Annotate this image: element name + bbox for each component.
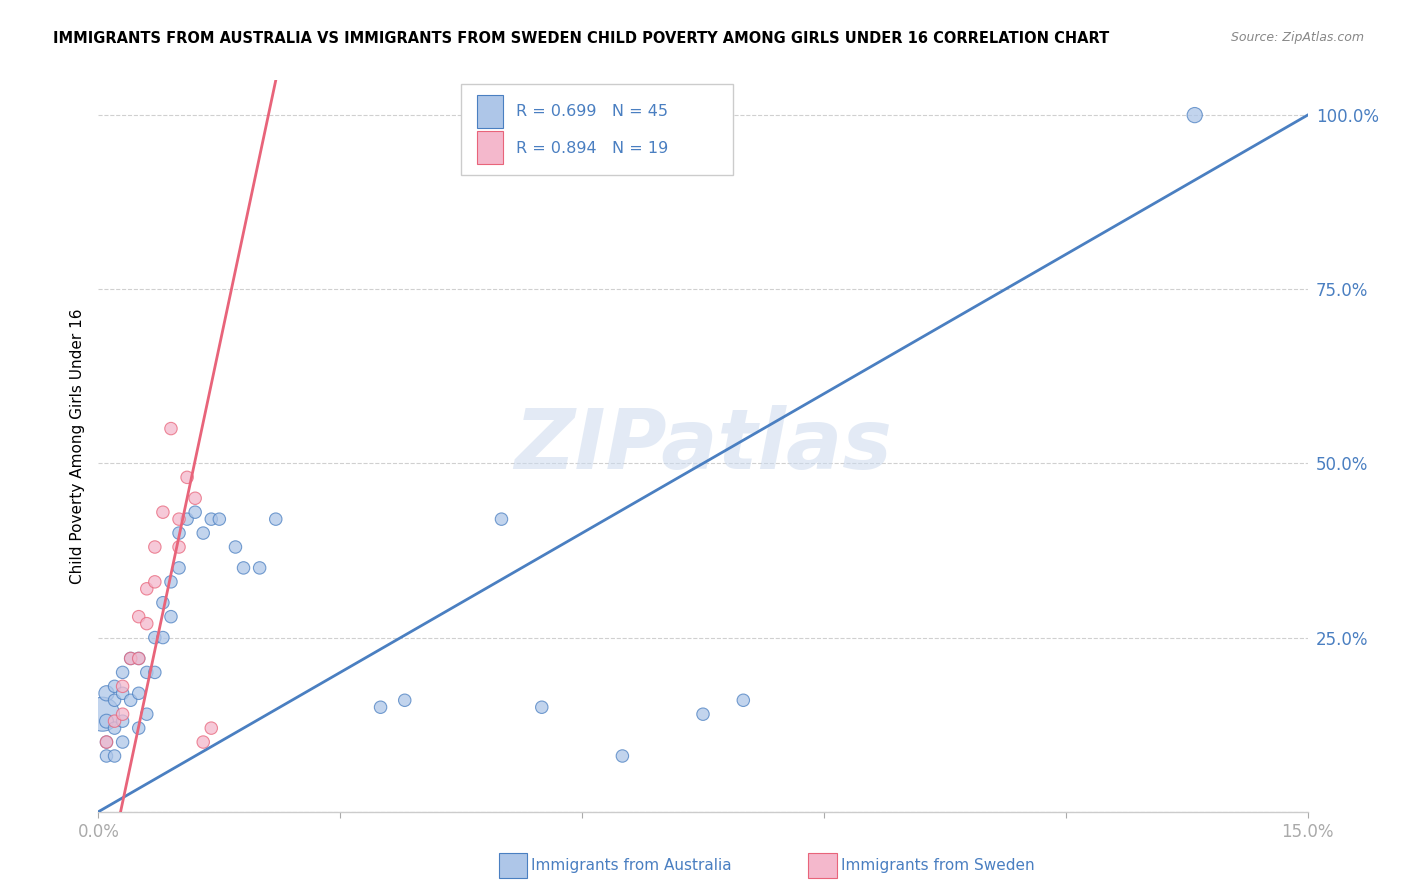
Point <box>160 574 183 589</box>
Point <box>135 707 157 722</box>
Point <box>143 540 166 554</box>
Point <box>91 707 114 722</box>
Point <box>135 616 157 631</box>
Point <box>120 693 142 707</box>
Point <box>530 700 553 714</box>
Point <box>232 561 254 575</box>
Point <box>96 749 118 764</box>
Text: R = 0.699   N = 45: R = 0.699 N = 45 <box>516 104 668 120</box>
Point <box>184 505 207 519</box>
Point <box>193 526 215 541</box>
Point <box>176 512 198 526</box>
Point <box>120 651 142 665</box>
Point <box>193 735 215 749</box>
Point <box>167 540 190 554</box>
Point <box>733 693 755 707</box>
Text: R = 0.894   N = 19: R = 0.894 N = 19 <box>516 141 668 156</box>
Point <box>135 582 157 596</box>
Bar <box>477 131 503 164</box>
Point <box>96 686 118 700</box>
Text: Immigrants from Sweden: Immigrants from Sweden <box>841 858 1035 872</box>
Text: IMMIGRANTS FROM AUSTRALIA VS IMMIGRANTS FROM SWEDEN CHILD POVERTY AMONG GIRLS UN: IMMIGRANTS FROM AUSTRALIA VS IMMIGRANTS … <box>53 31 1109 46</box>
Point <box>176 470 198 484</box>
Point <box>184 491 207 506</box>
Point <box>152 596 174 610</box>
Point <box>143 574 166 589</box>
Point <box>111 707 134 722</box>
Point <box>128 686 150 700</box>
Point <box>143 665 166 680</box>
Point <box>264 512 287 526</box>
Point <box>152 631 174 645</box>
Point <box>224 540 246 554</box>
Point <box>143 631 166 645</box>
Point <box>612 749 634 764</box>
Text: ZIPatlas: ZIPatlas <box>515 406 891 486</box>
Point <box>200 512 222 526</box>
Text: Source: ZipAtlas.com: Source: ZipAtlas.com <box>1230 31 1364 45</box>
Point <box>1184 108 1206 122</box>
Y-axis label: Child Poverty Among Girls Under 16: Child Poverty Among Girls Under 16 <box>69 309 84 583</box>
Point <box>167 512 190 526</box>
Point <box>111 679 134 693</box>
Point <box>103 714 125 728</box>
Point <box>111 686 134 700</box>
Point <box>692 707 714 722</box>
Bar <box>477 95 503 128</box>
Point <box>96 714 118 728</box>
Point <box>135 665 157 680</box>
Point <box>491 512 513 526</box>
Point <box>167 561 190 575</box>
Point <box>103 721 125 735</box>
Point <box>128 721 150 735</box>
Point <box>160 609 183 624</box>
Point <box>160 421 183 435</box>
Point <box>370 700 392 714</box>
FancyBboxPatch shape <box>461 84 734 176</box>
Point <box>249 561 271 575</box>
Point <box>152 505 174 519</box>
Point <box>103 693 125 707</box>
Point <box>96 735 118 749</box>
Text: Immigrants from Australia: Immigrants from Australia <box>531 858 733 872</box>
Point <box>111 714 134 728</box>
Point <box>96 735 118 749</box>
Point <box>128 651 150 665</box>
Point <box>128 609 150 624</box>
Point <box>111 735 134 749</box>
Point <box>167 526 190 541</box>
Point <box>103 679 125 693</box>
Point <box>111 665 134 680</box>
Point <box>128 651 150 665</box>
Point <box>200 721 222 735</box>
Point <box>208 512 231 526</box>
Point <box>103 749 125 764</box>
Point <box>394 693 416 707</box>
Point <box>120 651 142 665</box>
